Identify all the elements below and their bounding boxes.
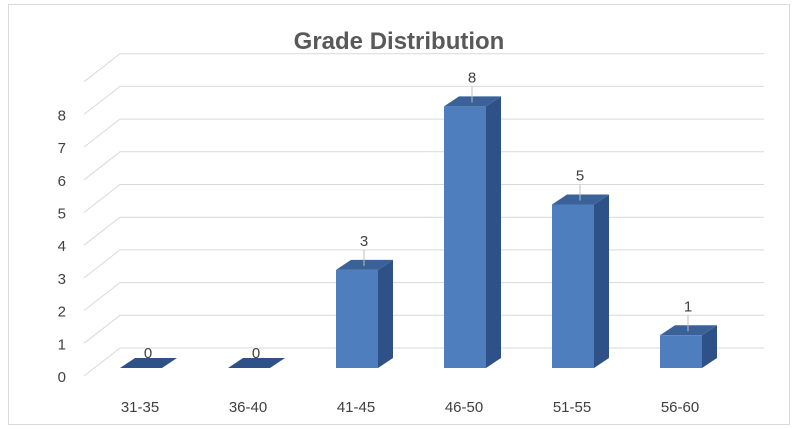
y-tick-label: 3 <box>58 271 66 288</box>
gridline <box>83 53 764 83</box>
y-tick-label: 1 <box>58 336 66 353</box>
y-tick-label: 5 <box>58 206 66 223</box>
bar <box>660 325 717 368</box>
data-label: 0 <box>252 345 260 362</box>
gridline <box>83 216 764 246</box>
y-tick-label: 0 <box>58 369 66 386</box>
y-tick-label: 4 <box>58 238 66 255</box>
bar <box>120 358 177 368</box>
bar-side <box>594 194 609 368</box>
gridline <box>83 249 764 279</box>
y-tick-label: 7 <box>58 140 66 157</box>
x-category-label: 46-50 <box>445 399 483 416</box>
data-label: 0 <box>144 345 152 362</box>
chart-title: Grade Distribution <box>293 28 505 55</box>
gridline <box>83 282 764 311</box>
bars <box>120 96 717 369</box>
y-tick-label: 6 <box>58 173 66 190</box>
y-tick-label: 2 <box>58 304 66 321</box>
bar-side <box>378 259 393 368</box>
gridline <box>83 85 764 115</box>
bar-front <box>336 269 378 368</box>
data-labels: 0 0 3 8 5 1 <box>144 69 692 362</box>
bar-side <box>702 325 717 368</box>
gridline <box>83 184 764 213</box>
y-axis-ticks: 0 1 2 3 4 5 6 7 8 <box>58 107 66 386</box>
x-category-label: 51-55 <box>553 399 591 416</box>
x-category-label: 31-35 <box>121 399 159 416</box>
data-label: 1 <box>684 298 692 315</box>
x-category-label: 41-45 <box>337 399 375 416</box>
category-labels: 31-35 36-40 41-45 46-50 51-55 56-60 <box>121 399 699 416</box>
bar-top <box>120 358 177 368</box>
bar-front <box>660 335 702 368</box>
data-label: 8 <box>468 69 476 86</box>
data-label: 3 <box>360 233 368 250</box>
bar <box>552 194 609 368</box>
y-tick-label: 8 <box>58 107 66 124</box>
x-category-label: 36-40 <box>229 399 267 416</box>
gridline <box>83 314 764 344</box>
data-label: 5 <box>576 168 584 185</box>
x-category-label: 56-60 <box>661 399 699 416</box>
bar-front <box>444 106 486 369</box>
bar <box>228 358 285 368</box>
gridline <box>83 151 764 181</box>
bar <box>336 259 393 368</box>
gridlines <box>83 53 764 377</box>
bar <box>444 96 501 369</box>
bar-front <box>552 204 594 368</box>
bar-side <box>486 96 501 369</box>
chart-frame <box>8 4 790 425</box>
bar-top <box>228 358 285 368</box>
gridline <box>83 118 764 148</box>
gridline <box>83 347 764 377</box>
